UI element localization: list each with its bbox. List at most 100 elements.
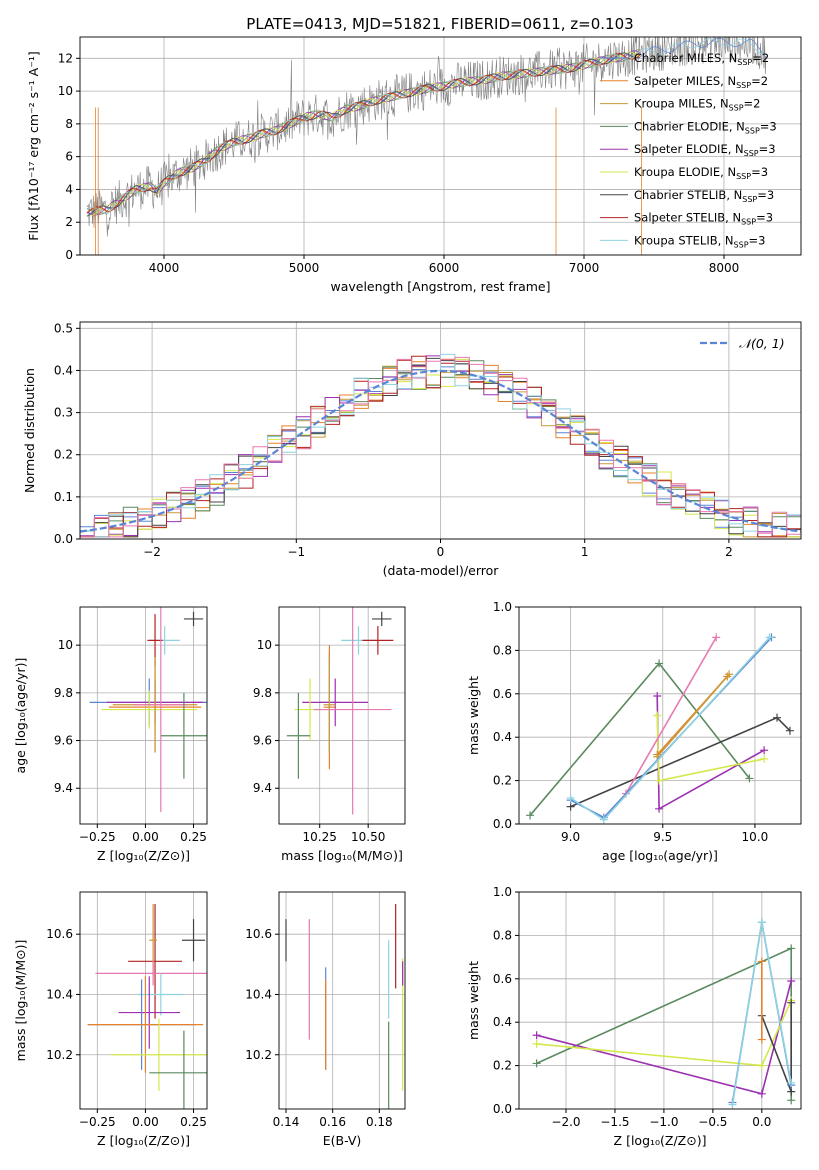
x-tick-label: −0.25 (79, 830, 116, 844)
y-tick-label: 0.8 (493, 928, 512, 942)
model-line-4 (86, 50, 641, 216)
errorbar-point (87, 976, 204, 1073)
weight-marker (532, 1031, 541, 1040)
errorbar-point (181, 919, 206, 962)
y-tick-label: 0.2 (493, 1059, 512, 1073)
y-tick-label: 0.6 (493, 972, 512, 986)
x-tick-label: −0.5 (698, 1115, 727, 1129)
panel-age_vs_Z: −0.25 0.00 0.25 9.4 9.6 9.8 10 Z [log₁₀(Z/Z⊙)] a… (13, 606, 208, 863)
legend-label: Chabrier ELODIE, NSSP=3 (634, 119, 777, 135)
panel-residuals: −2 −1 0 1 2 0.0 0.1 0.2 0.3 0.4 0.5 (data-model)/er… (22, 321, 802, 578)
panel-weight_vs_Z: −2.0 −1.5 −1.0 −0.5 0.0 0.0 0.2 0.4 0.6 0.8 1.0 Z [… (466, 885, 802, 1148)
errorbar-point (323, 657, 336, 753)
x-axis-label: Z [log₁₀(Z/Z⊙)] (97, 848, 190, 863)
weight-marker (532, 1059, 541, 1068)
weight-marker (757, 957, 766, 966)
y-tick-label: 9.4 (54, 781, 73, 795)
weight-marker (526, 811, 535, 820)
weight-marker (653, 711, 662, 720)
weight-marker (787, 1078, 796, 1087)
legend-entry: Salpeter STELIB, NSSP=3 (600, 211, 773, 227)
errorbar-point (101, 690, 198, 729)
x-tick-label: 9.5 (653, 830, 672, 844)
y-tick-label: 0 (65, 248, 73, 262)
y-axis-label: mass weight (466, 961, 481, 1040)
x-tick-label: 0.25 (180, 1115, 207, 1129)
y-tick-label: 10.4 (46, 987, 73, 1001)
weight-marker (760, 746, 769, 755)
weight-marker (757, 1035, 766, 1044)
x-tick-label: −1 (287, 545, 305, 559)
legend-entry: Kroupa MILES, NSSP=2 (600, 97, 760, 113)
weight-marker (728, 1100, 737, 1109)
x-tick-label: 2 (725, 545, 733, 559)
axes-frame (518, 891, 802, 1110)
x-tick-label: 10.0 (742, 830, 769, 844)
panel-mass_vs_Z: −0.25 0.00 0.25 10.2 10.4 10.6 Z [log₁₀(Z/Z⊙)]… (13, 891, 208, 1148)
y-tick-label: 0.2 (54, 448, 73, 462)
weight-marker (655, 804, 664, 813)
panel-age_vs_mass: 10.25 10.50 9.4 9.6 9.8 10 mass [log₁₀(M/M⊙)] (253, 606, 406, 863)
x-tick-label: 0.00 (132, 830, 159, 844)
weight-line-8 (570, 636, 771, 821)
y-tick-label: 0.3 (54, 406, 73, 420)
x-tick-label: 0.16 (319, 1115, 346, 1129)
weight-marker (725, 670, 734, 679)
x-tick-label: 10.25 (303, 830, 337, 844)
legend-label: Salpeter STELIB, NSSP=3 (634, 211, 773, 227)
weight-line-0 (529, 662, 751, 816)
normal-curve (80, 369, 801, 533)
legend-label: Kroupa MILES, NSSP=2 (634, 97, 760, 113)
y-tick-label: 8 (65, 117, 73, 131)
x-axis-label: E(B-V) (323, 1133, 362, 1148)
weight-marker (532, 1039, 541, 1048)
x-tick-label: 10.50 (351, 830, 385, 844)
y-tick-label: 0.1 (54, 490, 73, 504)
x-axis-label: Z [log₁₀(Z/Z⊙)] (97, 1133, 190, 1148)
x-tick-label: 5000 (289, 261, 320, 275)
x-tick-label: −2.0 (551, 1115, 580, 1129)
errorbar-point (160, 692, 207, 779)
errorbar-point (149, 1030, 207, 1109)
legend-entry: Salpeter ELODIE, NSSP=3 (600, 142, 776, 158)
legend-entry: Kroupa ELODIE, NSSP=3 (600, 165, 768, 181)
axes-frame (79, 891, 208, 1110)
x-tick-label: 0.00 (132, 1115, 159, 1129)
y-axis-label: Flux [fλ10⁻¹⁷ erg cm⁻² s⁻¹ A⁻¹] (26, 51, 41, 240)
errorbar-point (133, 607, 188, 813)
y-tick-label: 9.4 (253, 781, 272, 795)
x-tick-label: −2 (143, 545, 161, 559)
y-tick-label: 10.6 (245, 927, 272, 941)
errorbar-point (362, 626, 394, 655)
panel-mass_vs_ebv: 0.14 0.16 0.18 10.2 10.4 10.6 E(B-V) (245, 891, 406, 1148)
spectrum-data-line (86, 37, 767, 237)
weight-marker (787, 1096, 796, 1105)
y-tick-label: 0.0 (493, 817, 512, 831)
legend-entry: Chabrier MILES, NSSP=2 (600, 51, 769, 67)
model-line-1 (86, 53, 641, 213)
y-tick-label: 0.2 (493, 774, 512, 788)
y-tick-label: 0.6 (493, 687, 512, 701)
y-tick-label: 0.0 (54, 532, 73, 546)
x-tick-label: 7000 (569, 261, 600, 275)
y-tick-label: 0.4 (493, 1015, 512, 1029)
plot-area (87, 904, 207, 1109)
histogram-step-5 (80, 358, 801, 538)
y-tick-label: 0.0 (493, 1102, 512, 1116)
panel-weight_vs_age: 9.0 9.5 10.0 0.0 0.2 0.4 0.6 0.8 1.0 age [log₁₀(a… (466, 600, 802, 863)
model-line-3 (86, 49, 640, 215)
legend-label: Chabrier MILES, NSSP=2 (634, 51, 769, 67)
weight-marker (653, 691, 662, 700)
x-axis-label: Z [log₁₀(Z/Z⊙)] (614, 1133, 707, 1148)
x-axis-label: mass [log₁₀(M/M⊙)] (281, 848, 403, 863)
y-tick-label: 9.6 (253, 734, 272, 748)
legend-entry: 𝒩(0, 1) (700, 336, 785, 351)
axes-frame (278, 891, 406, 1110)
x-axis-label: age [log₁₀(age/yr)] (602, 848, 718, 863)
errorbar-point (302, 678, 369, 727)
y-tick-label: 2 (65, 215, 73, 229)
axes-frame (518, 606, 802, 825)
weight-marker (599, 815, 608, 824)
y-tick-label: 10 (58, 638, 73, 652)
legend-label: Chabrier STELIB, NSSP=3 (634, 188, 774, 204)
